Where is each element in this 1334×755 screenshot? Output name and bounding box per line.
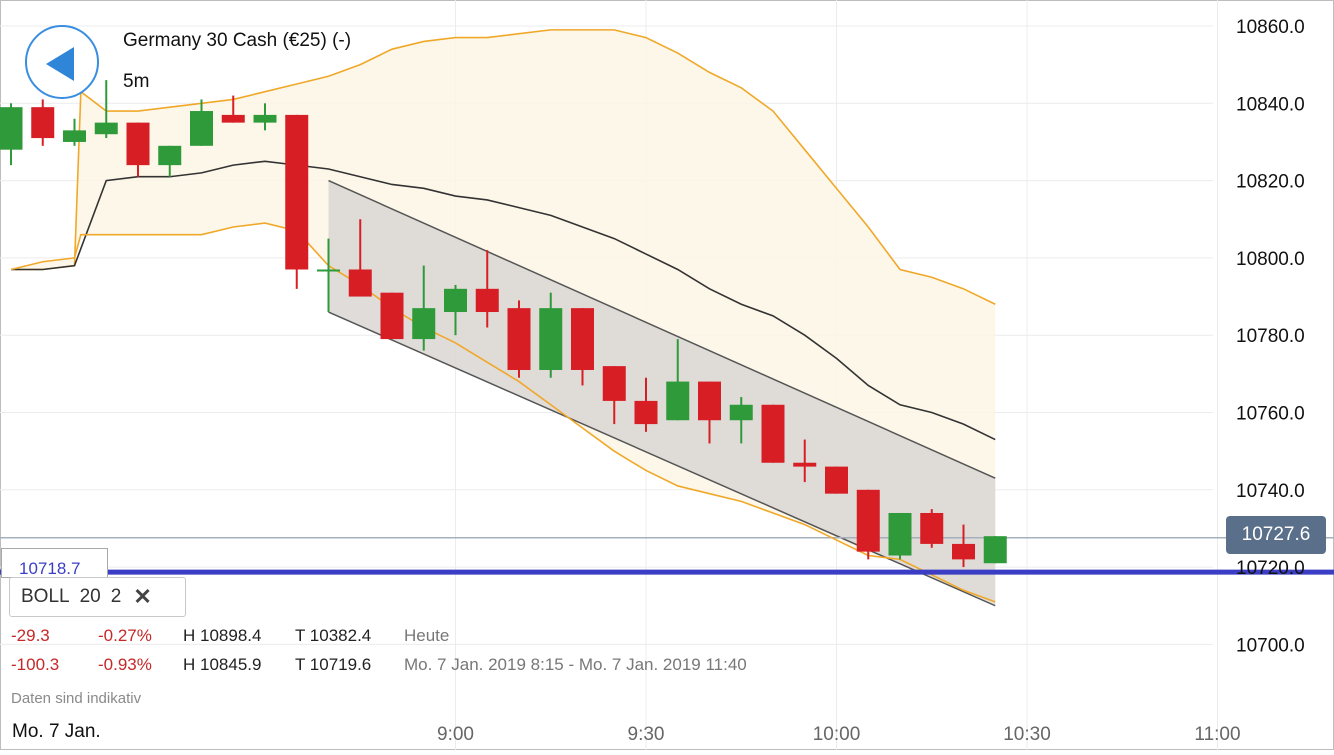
candle-body <box>285 114 309 270</box>
data-disclaimer: Daten sind indikativ <box>11 690 142 707</box>
candle-body <box>221 114 245 123</box>
price-level-label[interactable]: 10718.7 <box>1 548 108 578</box>
x-axis-tick-label: 9:30 <box>628 724 665 745</box>
timeframe-label[interactable]: 5m <box>123 71 150 92</box>
change-percent: -0.93% <box>98 655 152 674</box>
candle-body <box>253 114 277 123</box>
x-axis-tick-label: 10:30 <box>1003 724 1051 745</box>
date-label: Mo. 7 Jan. <box>12 721 101 742</box>
candle-body <box>856 489 880 552</box>
high-value: H 10898.4 <box>183 626 262 645</box>
candle-body <box>571 308 594 370</box>
indicator-period: 20 <box>79 586 101 607</box>
trend-channel-fill <box>328 180 996 606</box>
candle-body <box>190 111 213 146</box>
candle-body <box>666 381 690 421</box>
indicator-chip[interactable]: BOLL 20 2 ✕ <box>9 577 186 617</box>
candle-body <box>983 536 1007 564</box>
candle-body <box>412 308 436 340</box>
candle-body <box>0 107 23 150</box>
candle-body <box>729 404 753 421</box>
bollinger-middle-line <box>11 160 996 441</box>
x-axis-tick-label: 9:00 <box>437 724 474 745</box>
last-price-badge: 10727.6 <box>1226 516 1326 554</box>
candle-body <box>698 381 721 421</box>
candle-body <box>888 512 912 556</box>
period-label: Mo. 7 Jan. 2019 8:15 - Mo. 7 Jan. 2019 1… <box>404 655 747 674</box>
price-level-line <box>0 569 1334 575</box>
candle-body <box>158 145 182 166</box>
back-arrow-icon[interactable] <box>25 25 99 99</box>
stats-row-today: -29.3 -0.27% H 10898.4 T 10382.4 Heute <box>11 626 449 646</box>
close-icon[interactable]: ✕ <box>133 584 152 609</box>
instrument-title: Germany 30 Cash (€25) (-) <box>123 30 352 51</box>
high-value: H 10845.9 <box>183 655 262 674</box>
indicator-stddev: 2 <box>110 586 122 607</box>
candle-body <box>793 462 817 467</box>
x-axis-tick-label: 10:00 <box>813 724 861 745</box>
candle-body <box>348 269 372 297</box>
y-axis-tick-label: 10760.0 <box>1236 404 1305 425</box>
trend-channel-upper-line <box>328 179 996 479</box>
bollinger-lower-line <box>10 222 996 603</box>
candle-body <box>761 404 785 463</box>
candle-body <box>63 130 86 142</box>
period-label: Heute <box>404 626 450 645</box>
candle-body <box>444 288 467 313</box>
change-percent: -0.27% <box>98 626 152 645</box>
y-axis-tick-label: 10840.0 <box>1236 94 1305 115</box>
candle-body <box>952 543 975 560</box>
candle-body <box>94 122 118 135</box>
candle-body <box>507 308 531 370</box>
candle-body <box>539 308 563 370</box>
change-value: -29.3 <box>11 626 50 645</box>
candle-body <box>602 366 626 401</box>
y-axis-tick-label: 10740.0 <box>1236 481 1305 502</box>
stats-row-range: -100.3 -0.93% H 10845.9 T 10719.6 Mo. 7 … <box>11 655 747 675</box>
candle-body <box>825 466 848 494</box>
y-axis-tick-label: 10700.0 <box>1236 635 1305 656</box>
y-axis-tick-label: 10820.0 <box>1236 172 1305 193</box>
candle-body <box>634 400 658 425</box>
low-value: T 10719.6 <box>295 655 372 674</box>
candle-body <box>475 288 499 313</box>
candle-body <box>317 269 340 272</box>
low-value: T 10382.4 <box>295 626 372 645</box>
candle-body <box>31 107 55 139</box>
x-axis-tick-label: 11:00 <box>1194 724 1240 745</box>
candle-body <box>380 292 404 340</box>
candle-body <box>920 512 944 544</box>
y-axis-tick-label: 10780.0 <box>1236 326 1305 347</box>
y-axis-tick-label: 10800.0 <box>1236 249 1305 270</box>
y-axis-tick-label: 10720.0 <box>1236 558 1305 579</box>
bollinger-upper-line <box>11 29 996 305</box>
change-value: -100.3 <box>11 655 60 674</box>
y-axis-tick-label: 10860.0 <box>1236 17 1305 38</box>
indicator-name: BOLL <box>21 586 70 607</box>
candle-body <box>126 122 150 166</box>
